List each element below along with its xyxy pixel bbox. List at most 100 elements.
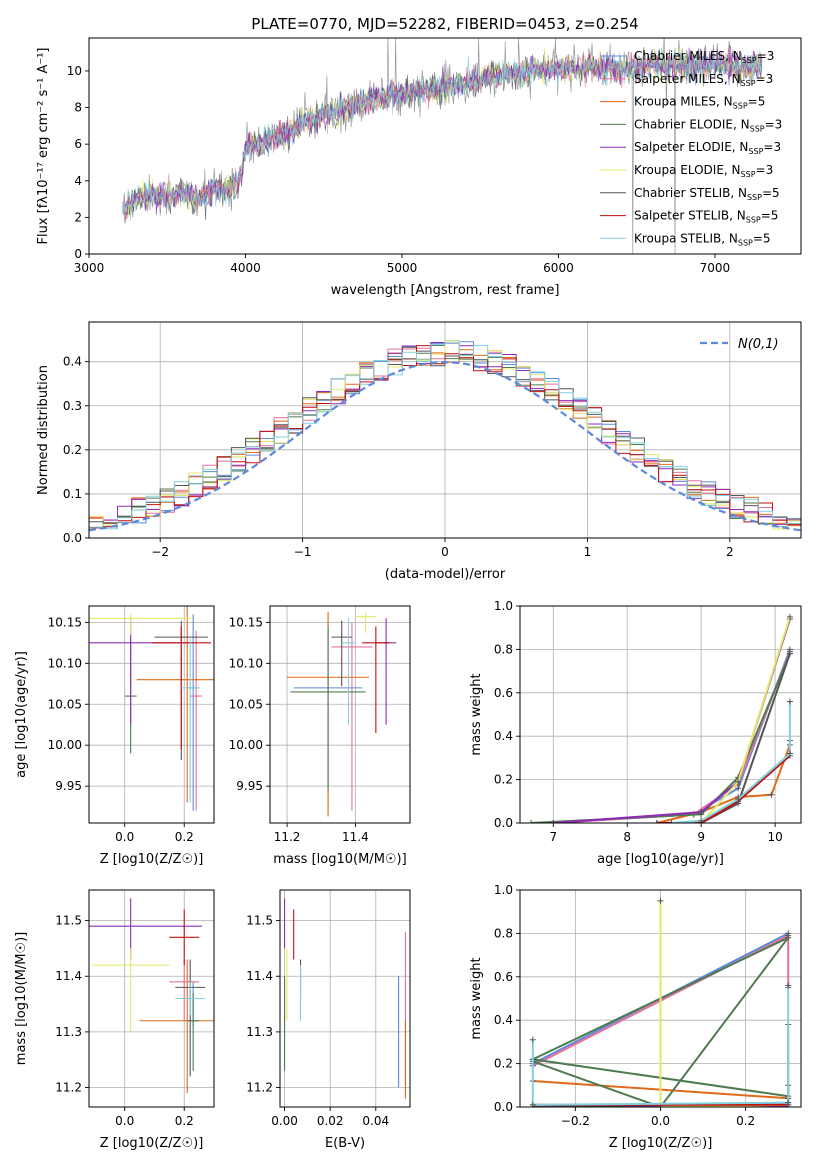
legend-label-sub: SSP [746, 216, 761, 225]
chart-massweight-vs-age: age [log10(age/yr)] mass weight 7 8 9 10 0.0 0.… [469, 599, 802, 867]
legend-label-n: =3 [756, 163, 774, 177]
age-vs-Z-ytick-label: 10.15 [48, 615, 82, 629]
age-vs-Z-ytick-label: 9.95 [55, 779, 82, 793]
mass-vs-Z-ylabel: mass [log10(M/M☉)] [14, 932, 29, 1065]
legend-label-sub: SSP [738, 238, 753, 247]
legend-label-sub: SSP [742, 56, 757, 65]
massweight-vs-age-xtick-label: 8 [623, 830, 631, 844]
massweight-vs-age-marker-8 [786, 698, 793, 705]
chart-age-vs-Z: Z [log10(Z/Z☉)] age [log10(age/yr)] 0.0 0.2… [14, 605, 215, 867]
massweight-vs-age-marker-4 [698, 809, 705, 816]
massweight-vs-age-marker-2 [768, 791, 775, 798]
histogram-series-7 [89, 345, 801, 529]
legend-label-6: Chabrier STELIB, NSSP=5 [634, 186, 780, 202]
histogram-series-5 [89, 340, 801, 530]
mass-vs-Z-ytick-label: 11.3 [55, 1025, 82, 1039]
chart-age-vs-mass: mass [log10(M/M☉)] 11.2 11.4 9.95 10.00 10.05… [229, 605, 411, 867]
massweight-vs-age-xtick-label: 10 [767, 830, 782, 844]
mass-vs-EBV-frame [279, 889, 411, 1108]
massweight-vs-Z-xtick-label: 0.2 [736, 1114, 755, 1128]
normal-curve [89, 360, 801, 532]
age-vs-mass-plot-area [287, 611, 397, 817]
legend-label-normal: N(0,1) [738, 337, 779, 352]
massweight-vs-age-ytick-label: 0.4 [494, 729, 513, 743]
massweight-vs-age-marker-8 [786, 750, 793, 757]
residuals-ytick-label: 0.0 [63, 531, 82, 545]
massweight-vs-age-ytick-label: 0.6 [494, 686, 513, 700]
age-vs-mass-ytick-label: 10.00 [229, 738, 263, 752]
legend-label-name: Kroupa MILES, N [634, 95, 733, 109]
mass-vs-EBV-xtick-label: 0.02 [317, 1114, 344, 1128]
legend-label-name: Chabrier ELODIE, N [634, 117, 750, 131]
legend-label-n: =5 [748, 95, 766, 109]
mass-vs-Z-frame [88, 889, 215, 1108]
mass-vs-EBV-ytick-label: 11.2 [246, 1081, 273, 1095]
mass-vs-Z-xlabel: Z [log10(Z/Z☉)] [100, 1136, 204, 1151]
age-vs-mass-frame [269, 605, 411, 824]
mass-vs-EBV-xtick-label: 0.04 [362, 1114, 389, 1128]
mass-vs-Z-plot-area [89, 898, 214, 1094]
spectrum-xtick-label: 7000 [700, 261, 731, 275]
legend-label-sub: SSP [741, 170, 756, 179]
chart-residuals: N(0,1) (data-model)/error Normed distribut… [36, 321, 802, 582]
legend-label-sub: SSP [733, 102, 748, 111]
legend-label-name: Salpeter STELIB, N [634, 209, 746, 223]
legend-label-sub: SSP [747, 193, 762, 202]
residuals-ytick-label: 0.3 [63, 399, 82, 413]
chart-mass-vs-Z: Z [log10(Z/Z☉)] mass [log10(M/M☉)] 0.0 0.2 1… [14, 889, 215, 1151]
age-vs-mass-ytick-label: 10.10 [229, 656, 263, 670]
spectrum-ytick-label: 8 [74, 101, 82, 115]
massweight-vs-age-xlabel: age [log10(age/yr)] [597, 852, 724, 867]
massweight-vs-Z-marker-5 [657, 897, 664, 904]
legend-label-8: Kroupa STELIB, NSSP=5 [634, 231, 771, 247]
massweight-vs-Z-ytick-label: 0.8 [494, 926, 513, 940]
legend-label-n: =5 [761, 209, 779, 223]
figure-title: PLATE=0770, MJD=52282, FIBERID=0453, z=0… [251, 15, 638, 33]
age-vs-mass-ytick-label: 10.15 [229, 615, 263, 629]
residuals-ylabel: Normed distribution [36, 365, 51, 495]
mass-vs-EBV-ytick-label: 11.4 [246, 969, 273, 983]
legend-label-3: Chabrier ELODIE, NSSP=3 [634, 117, 782, 133]
massweight-vs-Z-ytick-label: 1.0 [494, 883, 513, 897]
spectrum-xtick-label: 3000 [74, 261, 105, 275]
age-vs-mass-xtick-label: 11.4 [342, 830, 369, 844]
spectrum-ytick-label: 2 [74, 210, 82, 224]
massweight-vs-age-marker-7 [653, 820, 660, 823]
legend-label-name: Chabrier MILES, N [634, 49, 742, 63]
age-vs-mass-xtick-label: 11.2 [274, 830, 301, 844]
age-vs-Z-frame [88, 605, 215, 824]
massweight-vs-Z-ytick-label: 0.0 [494, 1100, 513, 1114]
chart-mass-vs-EBV: E(B-V) 0.00 0.02 0.04 11.2 11.3 11.4 11.5 [246, 889, 411, 1151]
massweight-vs-Z-marker-8 [529, 1036, 536, 1043]
legend-label-n: =3 [765, 117, 783, 131]
massweight-vs-age-marker-6 [786, 650, 793, 657]
histogram-series-8 [89, 342, 801, 530]
residuals-xtick-label: −1 [294, 545, 312, 559]
massweight-vs-age-marker-5 [786, 613, 793, 620]
mass-vs-EBV-ytick-label: 11.5 [246, 914, 273, 928]
residuals-xtick-label: −2 [151, 545, 169, 559]
massweight-vs-Z-plot-area [529, 897, 792, 1107]
spectrum-frame [88, 37, 802, 255]
spectrum-xtick-label: 6000 [543, 261, 574, 275]
massweight-vs-Z-ytick-label: 0.4 [494, 1013, 513, 1027]
age-vs-Z-ytick-label: 10.05 [48, 697, 82, 711]
massweight-vs-Z-xtick-label: 0.0 [651, 1114, 670, 1128]
massweight-vs-Z-marker-8 [785, 1099, 792, 1106]
legend-label-name: Chabrier STELIB, N [634, 186, 747, 200]
legend-label-2: Kroupa MILES, NSSP=5 [634, 95, 765, 111]
massweight-vs-Z-ylabel: mass weight [469, 957, 484, 1039]
massweight-vs-age-marker-4 [550, 820, 557, 823]
massweight-vs-Z-series-8 [531, 985, 790, 1106]
legend-label-sub: SSP [741, 79, 756, 88]
spectrum-line-4 [122, 44, 763, 216]
massweight-vs-age-series-7 [656, 754, 791, 823]
age-vs-Z-xlabel: Z [log10(Z/Z☉)] [100, 852, 204, 867]
residuals-xtick-label: 0 [441, 545, 449, 559]
massweight-vs-age-ylabel: mass weight [469, 673, 484, 755]
legend-label-4: Salpeter ELODIE, NSSP=3 [634, 140, 781, 156]
spectrum-ytick-label: 6 [74, 137, 82, 151]
mass-vs-EBV-ytick-label: 11.3 [246, 1025, 273, 1039]
legend-label-name: Kroupa STELIB, N [634, 231, 738, 245]
